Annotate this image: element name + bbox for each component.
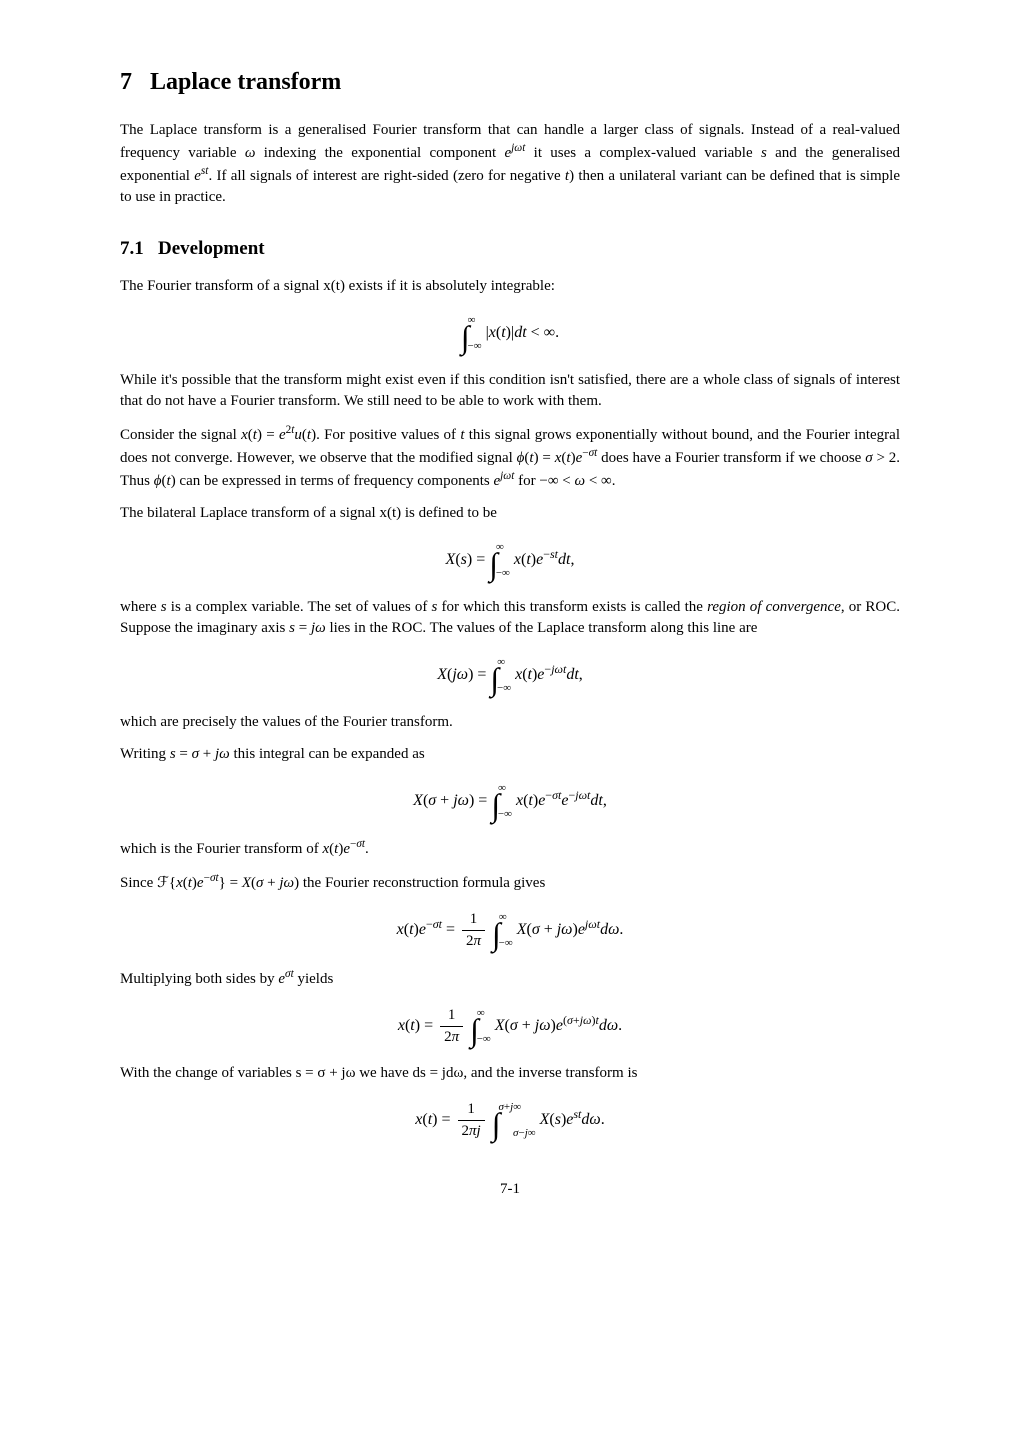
paragraph-6: which are precisely the values of the Fo… [120,712,900,733]
paragraph-7: Writing s = σ + jω this integral can be … [120,744,900,765]
term-roc: region of convergence [707,599,841,615]
paragraph-1: The Fourier transform of a signal x(t) e… [120,276,900,297]
subsection-number: 7.1 [120,238,144,259]
equation-2: X(s) = ∫∞−∞ x(t)e−stdt, [120,538,900,583]
equation-4: X(σ + jω) = ∫∞−∞ x(t)e−σte−jωtdt, [120,779,900,824]
equation-5: x(t)e−σt = 12π ∫∞−∞ X(σ + jω)ejωtdω. [120,908,900,953]
paragraph-11: With the change of variables s = σ + jω … [120,1063,900,1084]
paragraph-4: The bilateral Laplace transform of a sig… [120,503,900,524]
paragraph-5: where s is a complex variable. The set o… [120,597,900,639]
paragraph-10: Multiplying both sides by eσt yields [120,967,900,990]
equation-6: x(t) = 12π ∫∞−∞ X(σ + jω)e(σ+jω)tdω. [120,1004,900,1049]
section-title: Laplace transform [150,69,341,95]
subsection-title: Development [158,238,265,259]
paragraph-2: While it's possible that the transform m… [120,370,900,412]
page-number: 7-1 [120,1179,900,1200]
section-heading: 7 Laplace transform [120,66,900,100]
paragraph-8: which is the Fourier transform of x(t)e−… [120,837,900,860]
paragraph-3: Consider the signal x(t) = e2tu(t). For … [120,423,900,492]
section-number: 7 [120,69,132,95]
intro-paragraph: The Laplace transform is a generalised F… [120,120,900,208]
equation-7: x(t) = 12πj ∫σ+j∞σ−j∞ X(s)estdω. [120,1098,900,1143]
subsection-heading: 7.1 Development [120,236,900,263]
paragraph-9: Since ℱ{x(t)e−σt} = X(σ + jω) the Fourie… [120,871,900,894]
equation-3: X(jω) = ∫∞−∞ x(t)e−jωtdt, [120,653,900,698]
equation-1: ∫∞−∞ |x(t)|dt < ∞. [120,311,900,356]
